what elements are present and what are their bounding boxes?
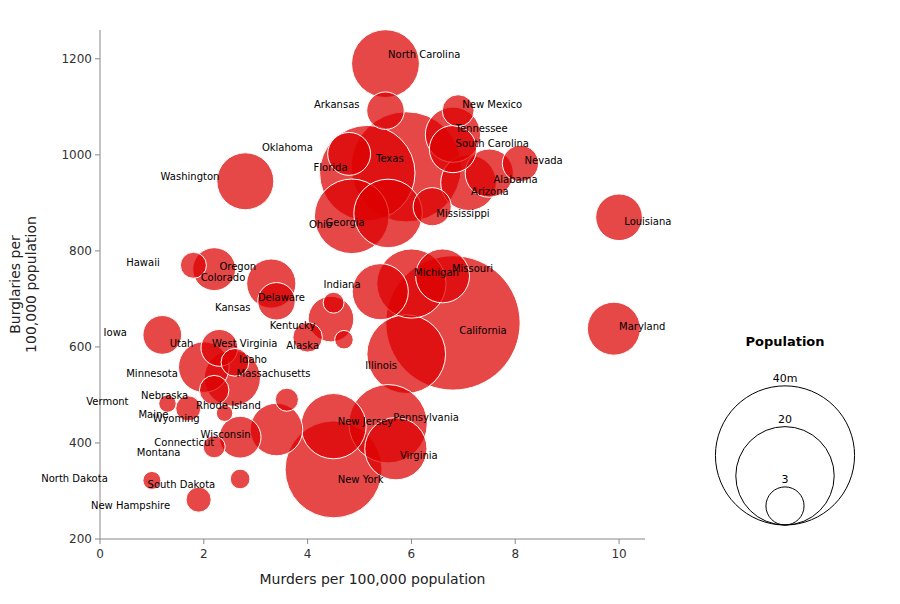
point-label: Hawaii: [126, 257, 160, 268]
point-label: New Jersey: [338, 416, 394, 427]
point-label: Minnesota: [126, 368, 178, 379]
point-label: North Dakota: [41, 473, 108, 484]
point-label: Rhode Island: [196, 400, 261, 411]
point-labels: California Texas Florida New York Illinois Pe…: [41, 49, 671, 510]
point-label: Pennsylvania: [393, 412, 459, 423]
point-label: New York: [338, 474, 384, 485]
bubble: [367, 92, 404, 129]
y-axis-line: [100, 30, 101, 539]
point-label: Kansas: [215, 302, 250, 313]
point-label: Nevada: [525, 155, 563, 166]
x-tick: [619, 539, 620, 544]
point-label: Louisiana: [624, 216, 671, 227]
point-label: Vermont: [86, 396, 128, 407]
point-label: Maryland: [619, 321, 665, 332]
y-tick-label: 200: [69, 532, 92, 546]
point-label: Texas: [375, 153, 404, 164]
point-label: Colorado: [201, 272, 246, 283]
point-label: Kentucky: [270, 320, 316, 331]
point-label: Arizona: [471, 186, 509, 197]
point-label: Utah: [170, 338, 194, 349]
x-tick-label: 0: [96, 547, 104, 561]
size-legend: Population 40m 20 3: [715, 334, 854, 525]
point-label: Virginia: [400, 450, 438, 461]
x-axis-line: [100, 539, 645, 540]
x-tick: [100, 539, 101, 544]
point-label: Delaware: [258, 292, 305, 303]
y-tick: [95, 539, 100, 540]
y-tick: [95, 346, 100, 347]
point-label: Oklahoma: [262, 142, 313, 153]
point-label: Alabama: [493, 174, 537, 185]
x-tick: [203, 539, 204, 544]
point-label: Washington: [161, 171, 220, 182]
y-axis-label-line: Burglaries per: [7, 235, 23, 334]
bubble: [230, 469, 250, 489]
bubbles: [143, 30, 642, 518]
point-label: Nebraska: [141, 390, 188, 401]
point-label: Indiana: [324, 279, 361, 290]
size-legend-circle: [766, 487, 804, 525]
bubble: [354, 179, 423, 248]
y-tick-label: 800: [69, 244, 92, 258]
point-label: West Virginia: [212, 338, 277, 349]
x-tick: [515, 539, 516, 544]
bubble: [352, 264, 408, 320]
size-legend-label: 40m: [773, 372, 798, 385]
size-legend-label: 20: [778, 413, 792, 426]
bubble: [352, 30, 420, 98]
point-label: New Hampshire: [91, 500, 170, 511]
point-label: Iowa: [104, 327, 127, 338]
size-legend-title: Population: [745, 334, 824, 349]
y-axis-label-line: 100,000 population: [23, 216, 39, 353]
point-label: Missouri: [452, 263, 493, 274]
point-label: Florida: [314, 162, 348, 173]
y-tick: [95, 58, 100, 59]
point-label: Massachusetts: [237, 368, 311, 379]
point-label: Arkansas: [314, 99, 360, 110]
y-tick: [95, 442, 100, 443]
bubble: [275, 388, 298, 411]
point-label: California: [459, 325, 507, 336]
y-tick-label: 1000: [61, 148, 92, 162]
point-label: Georgia: [325, 217, 364, 228]
point-label: Wyoming: [153, 413, 200, 424]
point-label: Montana: [137, 447, 181, 458]
x-tick-label: 10: [611, 547, 626, 561]
chart: 0 2 4 6 8 10 200 400 600 800 1000 1200 Murders per 1…: [0, 0, 900, 604]
point-label: South Carolina: [456, 138, 529, 149]
bubble: [335, 330, 354, 349]
point-label: Oregon: [219, 261, 256, 272]
point-label: Mississippi: [436, 208, 489, 219]
point-label: New Mexico: [462, 99, 522, 110]
point-label: Tennessee: [455, 123, 508, 134]
point-label: Idaho: [239, 354, 267, 365]
bubble: [323, 292, 344, 313]
x-tick: [411, 539, 412, 544]
x-tick-label: 2: [200, 547, 208, 561]
x-tick-label: 8: [511, 547, 519, 561]
point-label: Illinois: [365, 360, 397, 371]
size-legend-circle: [715, 386, 854, 525]
x-tick: [307, 539, 308, 544]
y-tick: [95, 250, 100, 251]
y-tick-label: 600: [69, 340, 92, 354]
bubble: [186, 487, 211, 512]
x-tick-label: 4: [304, 547, 312, 561]
bubble: [367, 315, 446, 394]
bubble: [217, 153, 274, 210]
y-tick: [95, 154, 100, 155]
y-axis-label: Burglaries per100,000 population: [7, 216, 40, 353]
point-label: South Dakota: [148, 479, 216, 490]
bubble: [365, 418, 427, 480]
y-tick-label: 400: [69, 436, 92, 450]
point-label: North Carolina: [388, 49, 460, 60]
point-label: Alaska: [286, 340, 319, 351]
size-legend-label: 3: [782, 473, 789, 486]
bubble: [413, 188, 451, 226]
y-tick-label: 1200: [61, 52, 92, 66]
size-legend-circle: [736, 427, 834, 525]
x-axis-label: Murders per 100,000 population: [259, 571, 485, 587]
x-tick-label: 6: [408, 547, 416, 561]
